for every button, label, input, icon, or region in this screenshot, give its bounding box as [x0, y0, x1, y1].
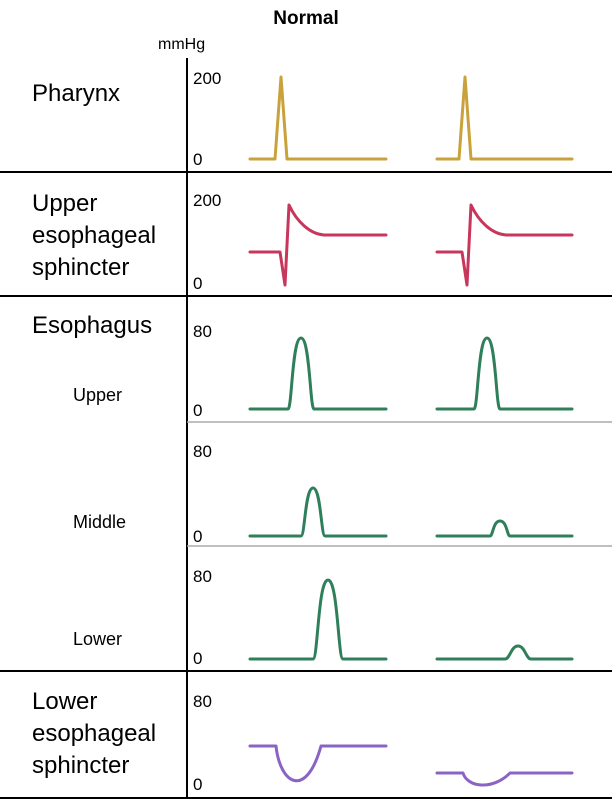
- esophagus-middle-min-tick: 0: [193, 527, 203, 546]
- ues-min-tick: 0: [193, 274, 203, 293]
- esophagus-middle-trace-swallow-1: [248, 486, 388, 538]
- esophagus-upper-trace-swallow-2: [435, 336, 574, 411]
- row-label-pharynx: Pharynx: [32, 80, 121, 107]
- esophagus-middle-max-tick: 80: [193, 442, 212, 461]
- les-trace-swallow-1: [248, 744, 388, 783]
- esophagus-upper-min-tick: 0: [193, 401, 203, 420]
- ues-max-tick: 200: [193, 191, 222, 210]
- esophagus-lower-max-tick: 80: [193, 567, 212, 586]
- row-label-esophagus-upper: Upper: [73, 385, 123, 405]
- row-label-lower-esophageal-sphincter: Lower esophageal sphincter: [32, 688, 157, 779]
- pharynx-min-tick: 0: [193, 150, 203, 169]
- ues-trace-swallow-1: [248, 203, 388, 287]
- esophagus-lower-trace-swallow-2: [435, 644, 574, 661]
- esophagus-lower-min-tick: 0: [193, 649, 203, 668]
- unit-label: mmHg: [158, 36, 206, 53]
- esophagus-upper-max-tick: 80: [193, 322, 212, 341]
- row-label-esophagus-lower: Lower: [73, 629, 123, 649]
- pharynx-trace-swallow-1: [248, 75, 388, 161]
- esophagus-upper-trace-swallow-1: [248, 336, 388, 411]
- figure-title: Normal: [273, 8, 339, 29]
- ues-trace-swallow-2: [435, 203, 574, 287]
- row-label-esophagus: Esophagus: [32, 312, 153, 339]
- les-min-tick: 0: [193, 775, 203, 794]
- pharynx-trace-swallow-2: [435, 75, 574, 161]
- esophagus-lower-trace-swallow-1: [248, 578, 388, 661]
- esophagus-middle-trace-swallow-2: [435, 519, 574, 538]
- les-trace-swallow-2: [435, 771, 574, 787]
- pharynx-max-tick: 200: [193, 69, 222, 88]
- les-max-tick: 80: [193, 692, 212, 711]
- row-label-upper-esophageal-sphincter: Upper esophageal sphincter: [32, 190, 157, 281]
- row-label-esophagus-middle: Middle: [73, 512, 127, 532]
